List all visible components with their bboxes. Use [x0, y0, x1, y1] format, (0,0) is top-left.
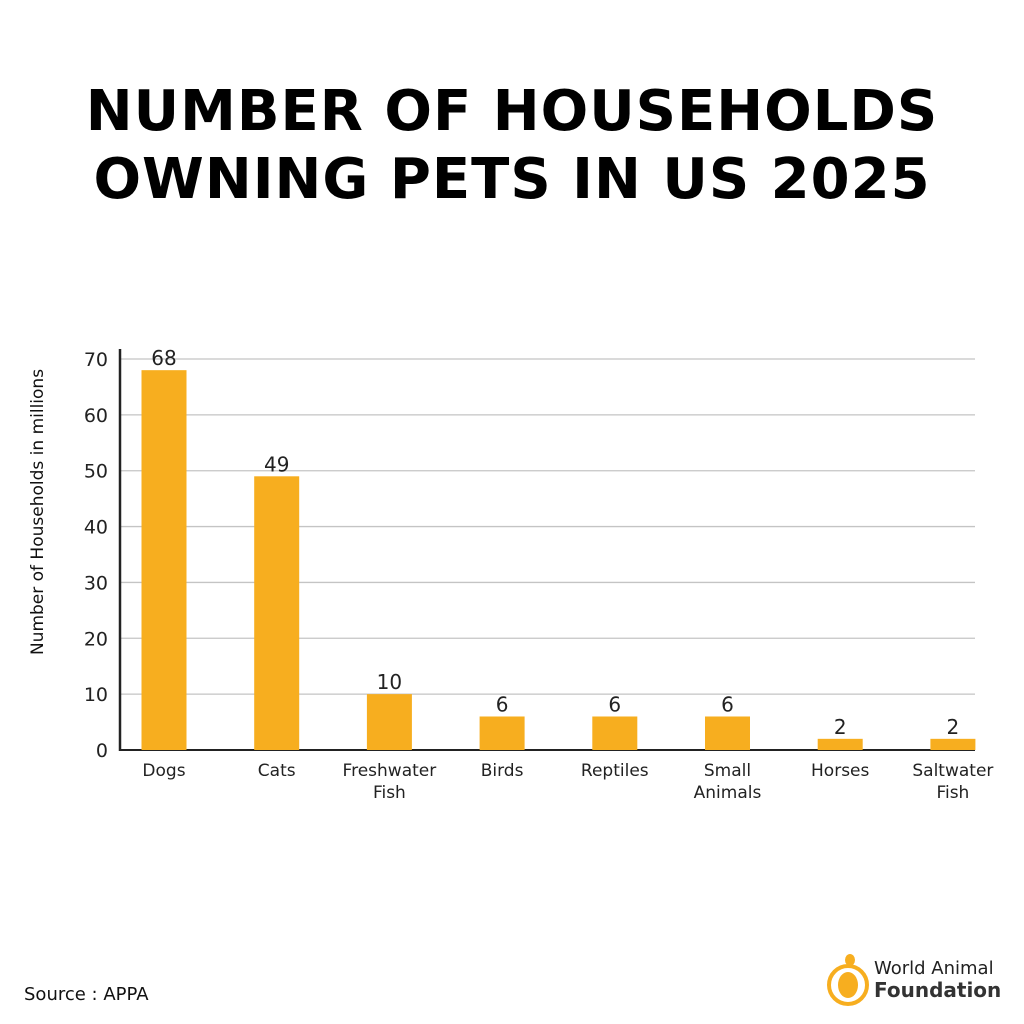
chart-title: NUMBER OF HOUSEHOLDS OWNING PETS IN US 2… [0, 78, 1024, 214]
data-label: 6 [608, 692, 621, 716]
source-text: Source : APPA [24, 984, 149, 1005]
data-label: 6 [721, 692, 734, 716]
x-tick-label: Animals [694, 783, 762, 803]
x-tick-label: Dogs [142, 761, 185, 781]
title-line-1: NUMBER OF HOUSEHOLDS [85, 79, 939, 144]
x-tick-label: Horses [811, 761, 869, 781]
x-tick-label: Small [704, 761, 751, 781]
x-tick-label: Freshwater [343, 761, 437, 781]
bar-reptiles [592, 716, 638, 750]
y-tick-label: 50 [84, 461, 108, 483]
y-tick-label: 70 [84, 349, 108, 371]
bar-dogs [141, 370, 187, 750]
bar-cats [254, 476, 300, 750]
data-label: 68 [151, 346, 176, 370]
bar-birds [479, 716, 525, 750]
x-tick-label: Birds [481, 761, 524, 781]
title-line-2: OWNING PETS IN US 2025 [93, 147, 931, 212]
y-axis-label: Number of Households in millions [28, 369, 48, 655]
logo-line-1: World Animal [874, 958, 994, 979]
y-tick-label: 20 [84, 628, 108, 650]
x-tick-label: Cats [258, 761, 296, 781]
bar-freshwater-fish [366, 694, 412, 750]
data-label: 49 [264, 452, 289, 476]
logo-icon [827, 954, 869, 1006]
world-animal-foundation-logo: World Animal Foundation [826, 952, 1006, 1008]
data-label: 6 [496, 692, 509, 716]
data-label: 2 [834, 715, 847, 739]
x-tick-label: Saltwater [912, 761, 993, 781]
data-label: 2 [947, 715, 960, 739]
x-tick-label: Fish [936, 783, 969, 803]
logo-line-2: Foundation [874, 978, 1002, 1002]
y-tick-label: 10 [84, 684, 108, 706]
x-tick-label: Fish [373, 783, 406, 803]
y-tick-label: 30 [84, 572, 108, 594]
data-label: 10 [377, 670, 402, 694]
y-tick-label: 60 [84, 405, 108, 427]
y-tick-label: 40 [84, 517, 108, 539]
bar-saltwater-fish [930, 738, 976, 750]
x-tick-label: Reptiles [581, 761, 649, 781]
bar-small-animals [705, 716, 750, 750]
y-tick-label: 0 [96, 740, 108, 762]
bar-horses [817, 738, 863, 750]
